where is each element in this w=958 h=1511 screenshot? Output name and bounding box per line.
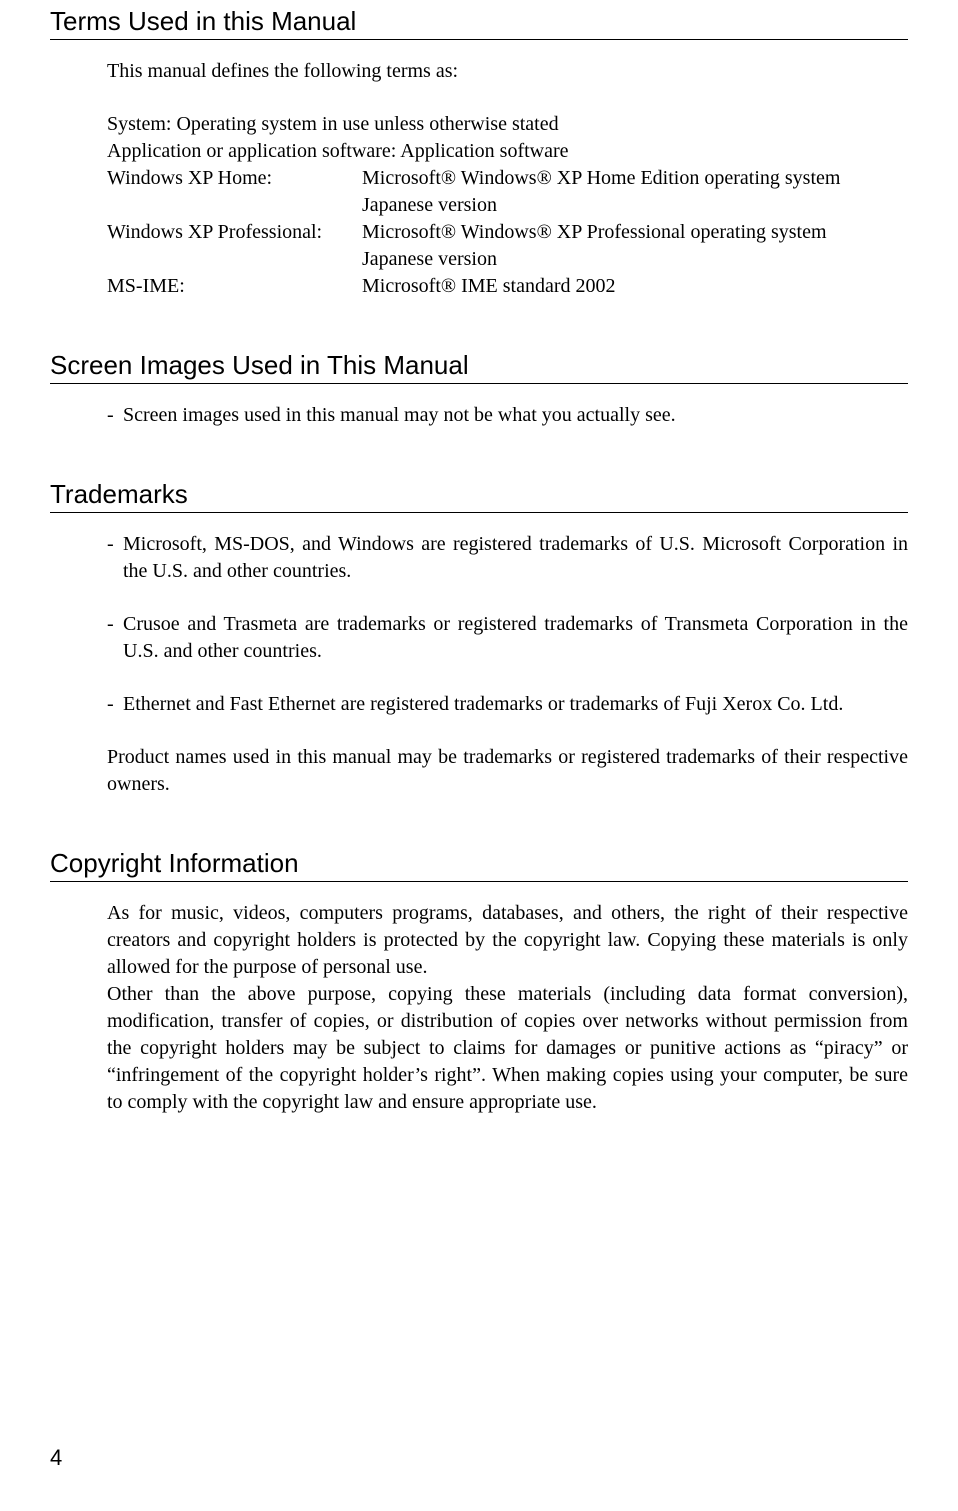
- copyright-para-2: Other than the above purpose, copying th…: [107, 981, 908, 1116]
- bullet-tm-2: - Crusoe and Trasmeta are trademarks or …: [107, 611, 908, 665]
- term-row-xp-home: Windows XP Home: Microsoft® Windows® XP …: [107, 165, 908, 192]
- body-screen: - Screen images used in this manual may …: [50, 402, 908, 429]
- bullet-tm-3: - Ethernet and Fast Ethernet are registe…: [107, 691, 908, 718]
- heading-trademarks: Trademarks: [50, 479, 908, 513]
- terms-line-system: System: Operating system in use unless o…: [107, 111, 908, 138]
- bullet-text: Crusoe and Trasmeta are trademarks or re…: [123, 611, 908, 665]
- term-label: MS-IME:: [107, 273, 362, 300]
- dash-icon: -: [107, 691, 123, 718]
- term-def: Japanese version: [362, 246, 908, 273]
- term-row-xp-pro: Windows XP Professional: Microsoft® Wind…: [107, 219, 908, 246]
- bullet-text: Screen images used in this manual may no…: [123, 402, 908, 429]
- term-def: Microsoft® IME standard 2002: [362, 273, 908, 300]
- heading-screen: Screen Images Used in This Manual: [50, 350, 908, 384]
- term-row-msime: MS-IME: Microsoft® IME standard 2002: [107, 273, 908, 300]
- term-row-xp-home-2: Japanese version: [107, 192, 908, 219]
- term-row-xp-pro-2: Japanese version: [107, 246, 908, 273]
- body-copyright: As for music, videos, computers programs…: [50, 900, 908, 1116]
- dash-icon: -: [107, 531, 123, 585]
- term-label: Windows XP Professional:: [107, 219, 362, 246]
- bullet-tm-1: - Microsoft, MS-DOS, and Windows are reg…: [107, 531, 908, 585]
- heading-terms: Terms Used in this Manual: [50, 6, 908, 40]
- trademarks-para: Product names used in this manual may be…: [107, 744, 908, 798]
- dash-icon: -: [107, 611, 123, 665]
- heading-copyright: Copyright Information: [50, 848, 908, 882]
- terms-intro: This manual defines the following terms …: [107, 58, 908, 85]
- term-def: Microsoft® Windows® XP Home Edition oper…: [362, 165, 908, 192]
- dash-icon: -: [107, 402, 123, 429]
- bullet-screen: - Screen images used in this manual may …: [107, 402, 908, 429]
- page-number: 4: [50, 1445, 62, 1471]
- body-trademarks: - Microsoft, MS-DOS, and Windows are reg…: [50, 531, 908, 798]
- bullet-text: Microsoft, MS-DOS, and Windows are regis…: [123, 531, 908, 585]
- copyright-para-1: As for music, videos, computers programs…: [107, 900, 908, 981]
- bullet-text: Ethernet and Fast Ethernet are registere…: [123, 691, 908, 718]
- term-label-empty: [107, 246, 362, 273]
- term-def: Japanese version: [362, 192, 908, 219]
- terms-line-app: Application or application software: App…: [107, 138, 908, 165]
- term-def: Microsoft® Windows® XP Professional oper…: [362, 219, 908, 246]
- term-label-empty: [107, 192, 362, 219]
- body-terms: This manual defines the following terms …: [50, 58, 908, 300]
- term-label: Windows XP Home:: [107, 165, 362, 192]
